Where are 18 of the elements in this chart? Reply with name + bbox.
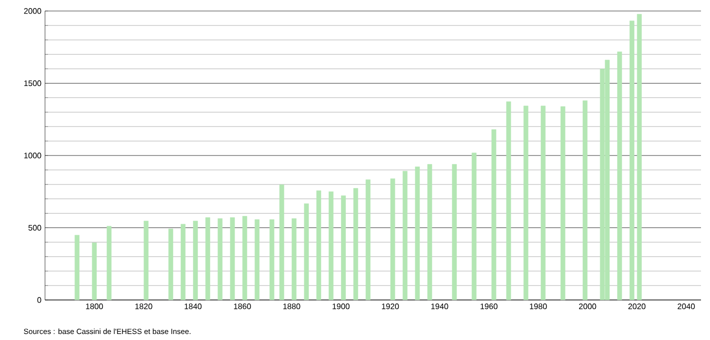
x-tick-label: 1820 — [135, 304, 152, 310]
x-tick-label: 2020 — [628, 304, 646, 310]
x-tick-label: 1840 — [184, 304, 202, 310]
x-tick-label: 1860 — [234, 304, 251, 310]
y-tick-label: 1000 — [24, 152, 42, 158]
x-tick-label: 1940 — [431, 304, 448, 310]
x-tick-label: 1980 — [530, 304, 547, 310]
x-tick-label: 1960 — [480, 304, 498, 310]
x-tick-label: 1800 — [86, 304, 103, 310]
y-tick-label: 0 — [37, 297, 42, 303]
x-tick-label: 1920 — [382, 304, 399, 310]
x-tick-label: 1900 — [332, 304, 350, 310]
x-tick-label: 1880 — [283, 304, 300, 310]
y-tick-label: 2000 — [24, 8, 42, 14]
x-tick-label: 2000 — [579, 304, 596, 310]
y-tick-label: 500 — [28, 224, 42, 231]
x-tick-label: 2040 — [678, 304, 695, 310]
y-tick-label: 1500 — [24, 80, 42, 86]
